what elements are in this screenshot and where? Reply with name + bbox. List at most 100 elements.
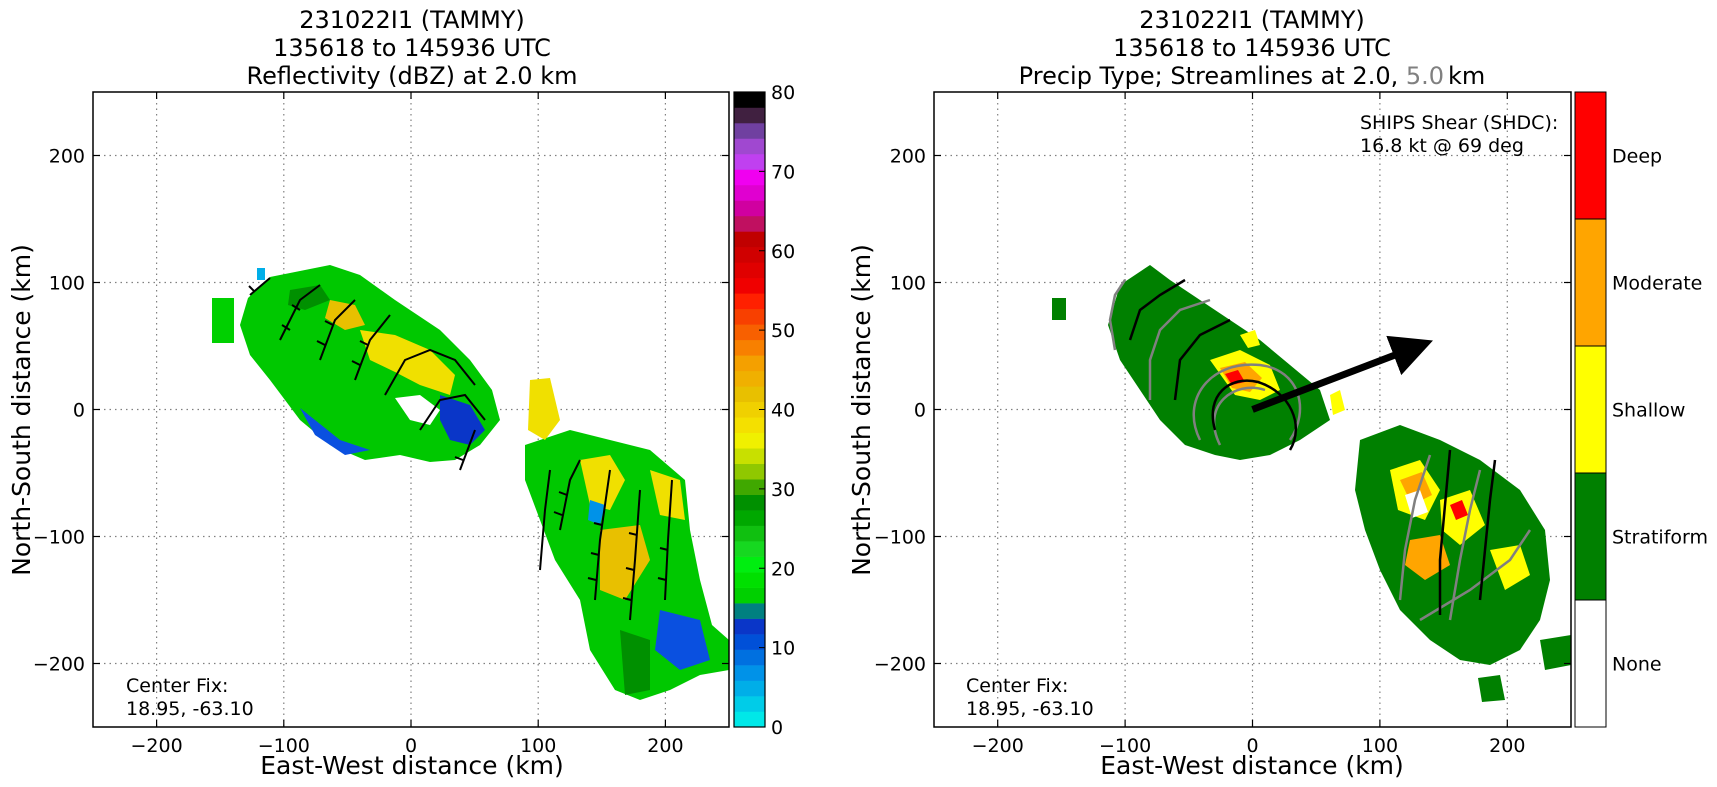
left-ticks: −200 −100 0 100 200 −200 −100 0 100 200	[33, 92, 729, 757]
echo-se-yellow-1	[580, 455, 625, 510]
right-title-line-2: 135618 to 145936 UTC	[1113, 34, 1391, 62]
right-x-tick-label: 200	[1489, 735, 1525, 757]
colorbar-segment	[734, 618, 765, 635]
left-y-tick-label: 0	[73, 400, 85, 422]
category-swatch-stratiform	[1574, 472, 1607, 601]
colorbar-segment	[734, 634, 765, 650]
reflectivity-colorbar: 0 10 20 30 40 50 60 70 80	[733, 82, 795, 739]
colorbar-segment	[734, 138, 765, 155]
barb-line-10	[657, 479, 673, 601]
streamline-2km-south-2	[1478, 459, 1497, 601]
category-label-stratiform: Stratiform	[1612, 527, 1708, 549]
barb-line-7	[553, 459, 581, 531]
right-center-fix-value: 18.95, -63.10	[966, 698, 1094, 720]
category-label-shallow: Shallow	[1612, 400, 1685, 422]
left-title-line-1: 231022I1 (TAMMY)	[299, 6, 525, 34]
colorbar-segment	[734, 370, 765, 387]
colorbar-segment	[734, 169, 765, 186]
colorbar-segment	[734, 572, 765, 588]
barb-line-9	[622, 489, 641, 621]
right-y-tick-label: −100	[874, 527, 926, 549]
echo-se-yellow-2	[600, 525, 650, 600]
echo-se-blue-2	[588, 500, 605, 525]
right-x-tick-label: −200	[972, 735, 1024, 757]
shear-label: SHIPS Shear (SHDC):	[1360, 112, 1558, 134]
colorbar-tick-label: 50	[771, 320, 795, 342]
right-plot-area: −200 −100 0 100 200 −200 −100 0 100 200	[874, 91, 1572, 757]
colorbar-segment	[734, 231, 765, 248]
streamline-5km-1	[1108, 279, 1127, 351]
colorbar-segment	[734, 479, 765, 495]
right-y-tick-label: 100	[890, 273, 926, 295]
right-title-line-3: Precip Type; Streamlines at 2.0, 5.0 km	[1019, 62, 1486, 90]
colorbar-segment	[734, 386, 765, 403]
barb-line-12	[454, 429, 476, 471]
left-x-tick-label: −100	[258, 735, 310, 757]
none-gap-south	[1405, 490, 1428, 518]
barb-line-8	[587, 469, 611, 601]
colorbar-segment	[734, 107, 765, 124]
echo-west-fragment	[212, 298, 234, 343]
right-title-line-1: 231022I1 (TAMMY)	[1139, 6, 1365, 34]
left-x-tick-label: −200	[131, 735, 183, 757]
colorbar-segment	[734, 153, 765, 170]
colorbar-segment	[734, 308, 765, 325]
colorbar-segment	[734, 463, 765, 480]
left-y-tick-label: −200	[33, 654, 85, 676]
colorbar-segment	[734, 494, 765, 511]
echo-se-blue-1	[655, 610, 710, 670]
colorbar-segment	[734, 541, 765, 557]
colorbar-segment	[734, 355, 765, 372]
colorbar-segment	[734, 215, 765, 232]
deep-south-cell	[1450, 500, 1468, 520]
echo-se-dark-green	[620, 630, 650, 695]
right-x-tick-label: 100	[1362, 735, 1398, 757]
left-y-tick-label: 100	[49, 273, 85, 295]
streamline-2km-2	[1173, 318, 1231, 401]
barb-line-5	[419, 393, 486, 431]
left-plot-frame	[92, 91, 730, 728]
colorbar-segment	[734, 339, 765, 356]
colorbar-tick-label: 40	[771, 400, 795, 422]
left-center-fix-value: 18.95, -63.10	[126, 698, 254, 720]
right-y-axis-label: North-South distance (km)	[847, 244, 876, 576]
colorbar-segment	[734, 417, 765, 434]
shear-vector-arrow	[1251, 335, 1433, 413]
right-x-axis-label: East-West distance (km)	[1100, 751, 1404, 780]
colorbar-segment	[734, 200, 765, 217]
streamline-2km-south-1	[1438, 449, 1452, 615]
streamline-5km-south-3	[1419, 529, 1532, 622]
left-title-line-3: Reflectivity (dBZ) at 2.0 km	[247, 62, 578, 90]
colorbar-segment	[734, 649, 765, 666]
right-ticks: −200 −100 0 100 200 −200 −100 0 100 200	[874, 92, 1571, 757]
right-center-fix-label: Center Fix:	[966, 675, 1068, 697]
colorbar-segment	[734, 324, 765, 341]
streamline-5km-4	[1212, 386, 1266, 446]
colorbar-segment	[734, 184, 765, 201]
stratiform-south-fragment	[1478, 675, 1505, 702]
echo-yellow-core-1	[360, 330, 455, 395]
colorbar-tick-label: 10	[771, 638, 795, 660]
barb-line-2	[316, 299, 356, 361]
streamline-5km-2	[1148, 298, 1211, 400]
colorbar-tick-label: 30	[771, 479, 795, 501]
colorbar-segment	[734, 277, 765, 294]
barb-line-6	[248, 277, 271, 296]
echo-north-fragment	[528, 378, 560, 440]
shallow-south-cell-2	[1440, 490, 1485, 545]
streamline-5km-3	[1192, 363, 1302, 441]
left-plot-area: −200 −100 0 100 200 −200 −100 0 100 200	[33, 91, 730, 757]
left-center-fix-label: Center Fix:	[126, 675, 228, 697]
moderate-south-cell-1	[1400, 472, 1432, 505]
colorbar-segment	[734, 680, 765, 697]
colorbar-segment	[734, 246, 765, 263]
echo-blue-edge	[300, 408, 370, 455]
shallow-east-cell	[1330, 390, 1345, 415]
category-swatch-none	[1574, 599, 1607, 728]
colorbar-segment	[734, 603, 765, 619]
streamline-5km-south-2	[1448, 469, 1482, 621]
colorbar-segment	[734, 525, 765, 542]
right-x-tick-label: −100	[1099, 735, 1151, 757]
precip-type-colorbar: None Stratiform Shallow Moderate Deep	[1574, 91, 1708, 728]
